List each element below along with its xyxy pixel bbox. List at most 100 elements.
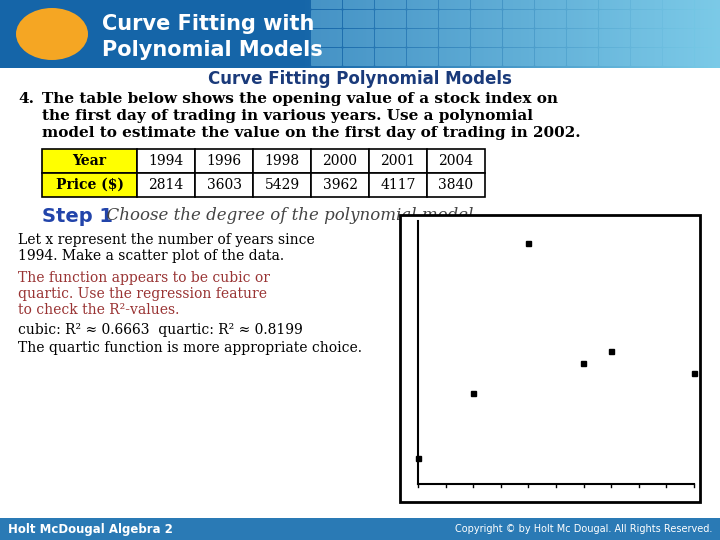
Bar <box>440 0 441 68</box>
Bar <box>691 0 692 68</box>
Bar <box>580 0 581 68</box>
Bar <box>514 0 515 68</box>
Bar <box>716 0 717 68</box>
Bar <box>626 0 627 68</box>
Bar <box>531 0 532 68</box>
Bar <box>614 0 615 68</box>
Bar <box>511 0 512 68</box>
Bar <box>591 0 592 68</box>
Bar <box>301 0 302 68</box>
Bar <box>667 0 668 68</box>
Bar <box>325 0 326 68</box>
Bar <box>600 0 601 68</box>
Bar <box>666 0 667 68</box>
Bar <box>359 0 360 68</box>
Bar <box>693 0 694 68</box>
FancyBboxPatch shape <box>471 0 502 9</box>
Bar <box>443 0 444 68</box>
Bar <box>540 0 541 68</box>
Bar <box>341 0 342 68</box>
Bar <box>664 0 665 68</box>
Bar <box>563 0 564 68</box>
Bar <box>329 0 330 68</box>
Bar <box>525 0 526 68</box>
Bar <box>390 0 391 68</box>
Bar <box>412 0 413 68</box>
Bar <box>407 0 408 68</box>
FancyBboxPatch shape <box>663 10 694 28</box>
Bar <box>695 0 696 68</box>
Bar <box>719 0 720 68</box>
Bar <box>624 0 625 68</box>
Bar <box>647 0 648 68</box>
Bar <box>560 0 561 68</box>
Bar <box>495 0 496 68</box>
Bar <box>668 0 669 68</box>
Bar <box>700 0 701 68</box>
FancyBboxPatch shape <box>631 10 662 28</box>
Bar <box>706 0 707 68</box>
Bar <box>590 0 591 68</box>
Bar <box>339 0 340 68</box>
Bar <box>491 0 492 68</box>
FancyBboxPatch shape <box>471 48 502 66</box>
Bar <box>482 0 483 68</box>
Bar <box>338 0 339 68</box>
Bar <box>415 456 420 461</box>
Bar <box>510 0 511 68</box>
Bar <box>615 0 616 68</box>
Bar <box>316 0 317 68</box>
Bar <box>455 0 456 68</box>
Bar <box>623 0 624 68</box>
Bar <box>426 0 427 68</box>
Bar <box>622 0 623 68</box>
Bar <box>471 0 472 68</box>
Text: Step 1: Step 1 <box>42 207 113 226</box>
Bar <box>635 0 636 68</box>
Bar <box>509 0 510 68</box>
Bar <box>456 0 457 68</box>
Bar <box>311 173 369 197</box>
Bar <box>569 0 570 68</box>
Bar <box>454 0 455 68</box>
Bar <box>370 0 371 68</box>
Bar <box>595 0 596 68</box>
Bar <box>434 0 435 68</box>
Bar <box>537 0 538 68</box>
Bar <box>471 391 476 396</box>
Bar <box>526 0 527 68</box>
Bar <box>584 0 585 68</box>
Bar <box>652 0 653 68</box>
Bar <box>335 0 336 68</box>
Bar <box>195 173 253 197</box>
Bar <box>332 0 333 68</box>
Bar <box>346 0 347 68</box>
Bar <box>384 0 385 68</box>
Bar <box>501 0 502 68</box>
Bar <box>399 0 400 68</box>
Bar <box>352 0 353 68</box>
FancyBboxPatch shape <box>375 10 406 28</box>
Bar <box>395 0 396 68</box>
Bar <box>606 0 607 68</box>
Bar <box>604 0 605 68</box>
Bar <box>549 0 550 68</box>
Bar <box>406 0 407 68</box>
Bar <box>414 0 415 68</box>
Bar <box>422 0 423 68</box>
Bar <box>424 0 425 68</box>
Bar <box>689 0 690 68</box>
Text: Curve Fitting with: Curve Fitting with <box>102 14 315 34</box>
Bar <box>587 0 588 68</box>
Bar <box>707 0 708 68</box>
Bar <box>646 0 647 68</box>
Bar <box>542 0 543 68</box>
Bar <box>305 0 306 68</box>
Bar <box>573 0 574 68</box>
Bar <box>523 0 524 68</box>
FancyBboxPatch shape <box>535 48 566 66</box>
Text: Holt McDougal Algebra 2: Holt McDougal Algebra 2 <box>8 523 173 536</box>
Bar <box>413 0 414 68</box>
Bar <box>430 0 431 68</box>
Bar <box>416 0 417 68</box>
